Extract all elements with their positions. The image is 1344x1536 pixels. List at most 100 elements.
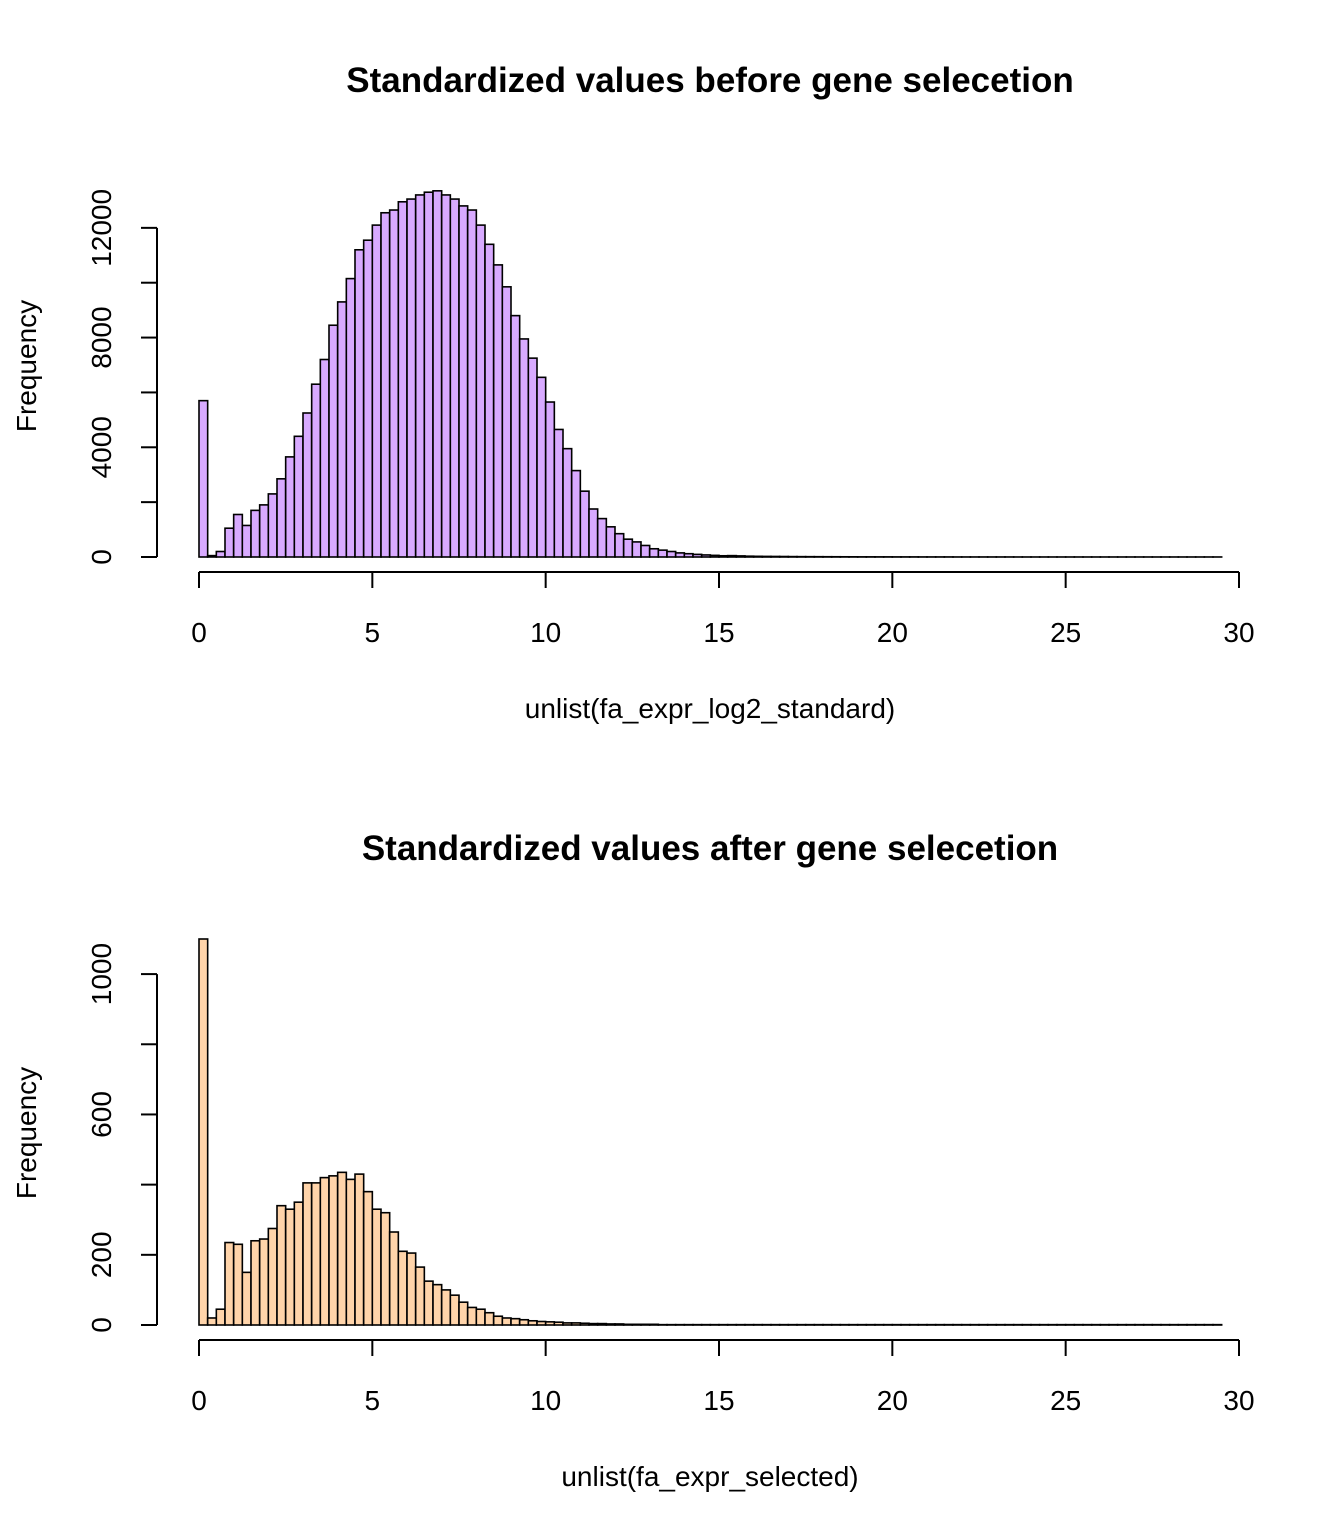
- y-axis-label: Frequency: [11, 1067, 42, 1199]
- histogram-bar: [770, 555, 781, 558]
- histogram-bar: [622, 538, 634, 558]
- histogram-bar: [475, 224, 486, 558]
- histogram-bar: [345, 1178, 356, 1326]
- y-axis-label: Frequency: [11, 300, 42, 432]
- histogram-bar: [501, 1317, 512, 1326]
- y-tick-label: 1000: [86, 943, 117, 1005]
- x-tick-label: 0: [191, 1385, 207, 1416]
- histogram-bar: [414, 1266, 426, 1326]
- histogram-bar: [258, 504, 270, 558]
- histogram-bar: [362, 1190, 374, 1326]
- histogram-bar: [605, 1323, 616, 1326]
- x-tick-label: 20: [877, 1385, 908, 1416]
- x-tick-label: 10: [530, 617, 561, 648]
- histogram-bar: [735, 555, 746, 558]
- histogram-bar: [458, 1301, 469, 1326]
- histogram-bar: [640, 1323, 651, 1326]
- histogram-bar: [544, 401, 556, 558]
- x-tick-label: 30: [1223, 617, 1254, 648]
- y-tick-label: 200: [86, 1231, 117, 1278]
- histogram-bar: [215, 1308, 226, 1326]
- y-tick-label: 4000: [86, 416, 117, 478]
- histogram-bar: [362, 239, 374, 558]
- histogram-bar: [423, 1280, 434, 1326]
- histogram-bar: [518, 1318, 530, 1326]
- histogram-bar: [380, 211, 391, 558]
- histogram-bar: [518, 338, 530, 558]
- histogram-bar: [492, 1315, 504, 1326]
- histogram-bar: [388, 209, 400, 558]
- histogram-bar: [588, 508, 599, 558]
- x-tick-label: 25: [1050, 617, 1081, 648]
- histogram-bar: [683, 552, 694, 558]
- histogram-before-selection: Standardized values before gene seleceti…: [11, 61, 1255, 724]
- histogram-bar: [206, 1317, 218, 1326]
- histogram-bar: [631, 1323, 642, 1326]
- histogram-bar: [354, 249, 365, 558]
- x-tick-label: 25: [1050, 1385, 1081, 1416]
- histogram-bar: [354, 1173, 365, 1326]
- histogram-bar: [388, 1231, 400, 1326]
- histogram-bar: [198, 399, 209, 558]
- histogram-bar: [605, 526, 616, 558]
- histogram-bar: [397, 1250, 408, 1326]
- histogram-bar: [570, 469, 582, 558]
- histogram-bar: [232, 513, 244, 558]
- histogram-bar: [752, 555, 764, 558]
- histogram-bar: [336, 301, 348, 558]
- histogram-bar: [258, 1238, 270, 1326]
- histogram-bar: [501, 286, 512, 558]
- histogram-bar: [458, 205, 469, 558]
- x-axis-label: unlist(fa_expr_selected): [561, 1461, 858, 1492]
- histogram-bar: [527, 357, 538, 558]
- histogram-bar: [588, 1322, 599, 1326]
- histogram-bar: [336, 1171, 348, 1326]
- histogram-bar: [544, 1321, 556, 1326]
- histogram-bar: [492, 264, 504, 558]
- histogram-bar: [631, 541, 642, 558]
- histogram-bar: [510, 314, 521, 558]
- histogram-bar: [657, 549, 668, 558]
- histogram-bar: [466, 209, 478, 558]
- histogram-bar: [553, 428, 564, 558]
- histogram-bar: [302, 412, 313, 558]
- histogram-bar: [284, 1208, 296, 1326]
- histogram-bar: [761, 555, 772, 558]
- histogram-bar: [484, 243, 495, 558]
- x-axis-label: unlist(fa_expr_log2_standard): [525, 693, 895, 724]
- histogram-bar: [466, 1306, 478, 1326]
- histogram-bar: [276, 1204, 287, 1326]
- histogram-bar: [648, 547, 660, 558]
- histogram-bar: [206, 554, 218, 558]
- histogram-bar: [622, 1323, 634, 1326]
- chart-title: Standardized values before gene seleceti…: [346, 61, 1073, 100]
- histogram-bar: [449, 198, 460, 558]
- x-tick-label: 15: [703, 617, 734, 648]
- x-tick-label: 0: [191, 617, 207, 648]
- y-axis: 0 200 600 1000: [86, 943, 158, 1333]
- histogram-bar: [250, 1239, 261, 1326]
- histogram-bar: [414, 194, 426, 558]
- histogram-bar: [310, 1182, 322, 1326]
- histogram-bar: [241, 1271, 252, 1326]
- histogram-bar: [449, 1294, 460, 1326]
- histogram-bar: [553, 1321, 564, 1326]
- x-tick-label: 5: [365, 1385, 381, 1416]
- histogram-bar: [432, 1283, 443, 1326]
- histogram-bar: [440, 194, 452, 558]
- histogram-bar: [536, 1320, 547, 1326]
- histogram-bar: [579, 1322, 590, 1326]
- bars: [198, 938, 1223, 1326]
- histogram-bar: [440, 1289, 452, 1326]
- histogram-after-selection: Standardized values after gene selecetio…: [11, 829, 1255, 1492]
- histogram-bar: [284, 456, 296, 558]
- x-axis: 0 5 10 15 20 25 30: [191, 1339, 1255, 1416]
- histogram-bar: [267, 493, 278, 558]
- histogram-bar: [224, 527, 235, 558]
- histogram-bar: [484, 1311, 495, 1326]
- histogram-bar: [527, 1319, 538, 1326]
- histogram-bar: [319, 358, 330, 558]
- histogram-bar: [406, 1252, 417, 1326]
- chart-title: Standardized values after gene selecetio…: [362, 829, 1058, 868]
